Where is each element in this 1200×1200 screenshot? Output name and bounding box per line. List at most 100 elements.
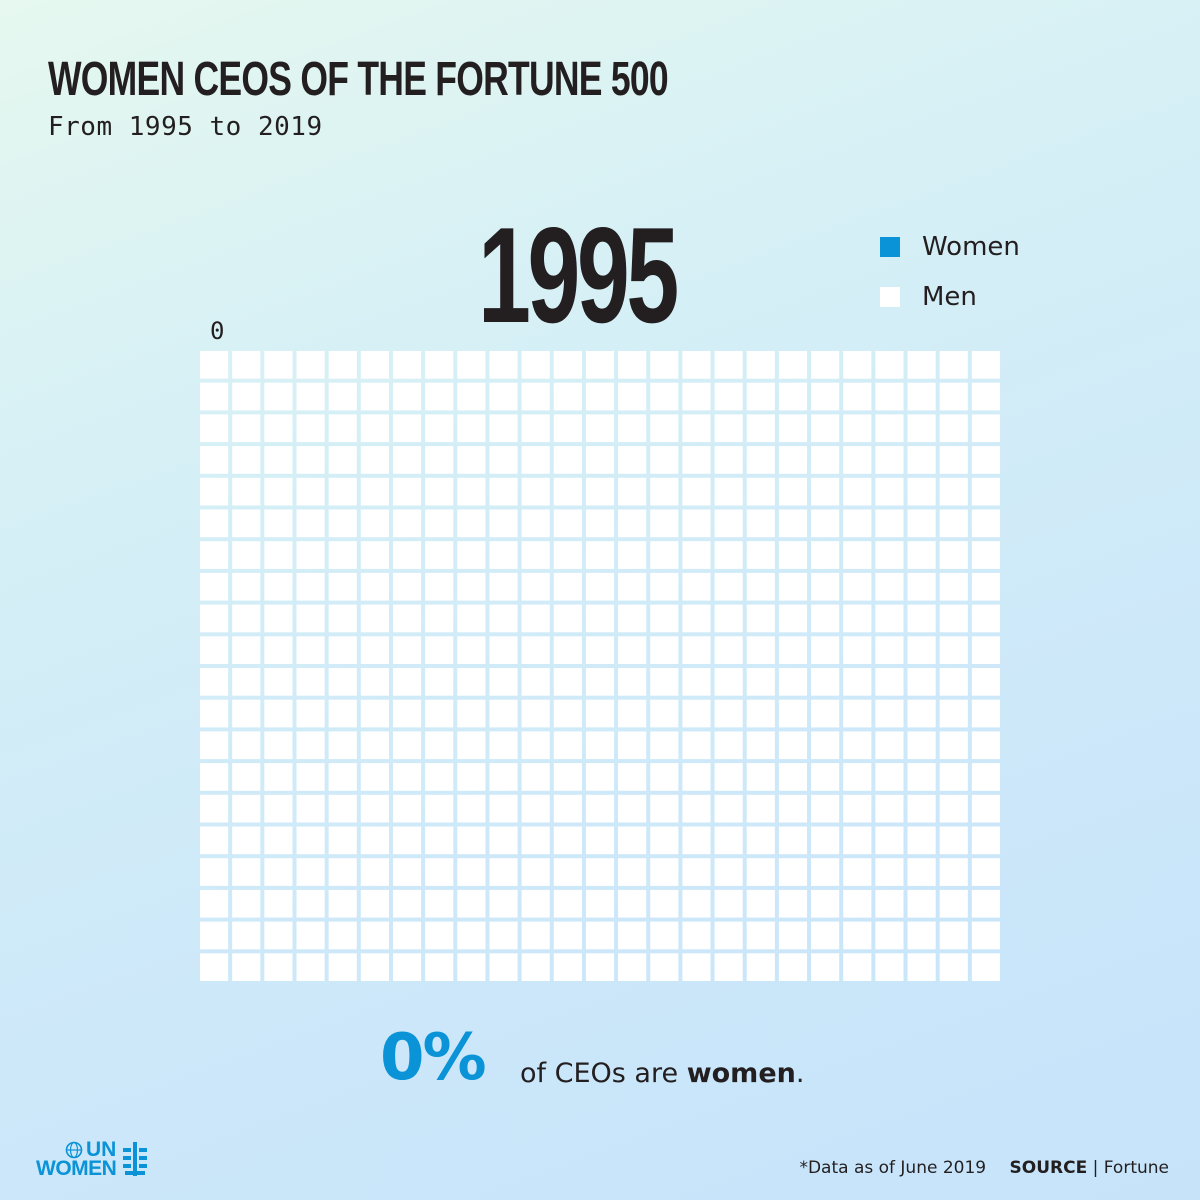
waffle-cell-men [778, 541, 808, 569]
waffle-cell-men [489, 351, 518, 379]
waffle-cell-men [296, 731, 325, 760]
waffle-cell-men [650, 572, 679, 601]
waffle-cell-men [360, 953, 389, 981]
waffle-cell-men [425, 572, 454, 601]
waffle-cell-men [328, 414, 357, 443]
waffle-cell-men [585, 953, 615, 981]
waffle-cell-men [392, 636, 422, 664]
waffle-cell-men [232, 794, 261, 823]
waffle-cell-men [811, 826, 840, 855]
waffle-cell-men [971, 921, 1000, 950]
waffle-cell-men [843, 351, 872, 379]
waffle-cell-men [328, 668, 357, 696]
waffle-cell-men [585, 572, 615, 601]
waffle-cell-men [425, 636, 454, 664]
waffle-cell-men [489, 668, 518, 696]
waffle-cell-men [200, 351, 229, 379]
waffle-cell-men [296, 477, 325, 506]
waffle-cell-men [232, 826, 261, 855]
waffle-cell-men [746, 509, 775, 538]
waffle-cell-men [553, 351, 582, 379]
waffle-cell-men [746, 668, 775, 696]
waffle-cell-men [232, 921, 261, 950]
statement: 0% of CEOs are women. [380, 1018, 980, 1098]
waffle-cell-men [328, 953, 357, 981]
waffle-cell-men [971, 889, 1000, 918]
waffle-cell-men [553, 668, 582, 696]
waffle-cell-men [489, 382, 518, 411]
waffle-cell-men [296, 414, 325, 443]
waffle-cell-men [811, 446, 840, 474]
waffle-cell-men [392, 889, 422, 918]
waffle-cell-men [328, 763, 357, 791]
waffle-cell-men [682, 889, 711, 918]
waffle-cell-men [875, 763, 904, 791]
waffle-cell-men [264, 953, 293, 981]
waffle-cell-men [650, 731, 679, 760]
waffle-cell-men [264, 509, 293, 538]
waffle-cell-men [296, 794, 325, 823]
waffle-cell-men [585, 509, 615, 538]
waffle-cell-men [939, 763, 968, 791]
waffle-cell-men [618, 446, 647, 474]
waffle-cell-men [264, 763, 293, 791]
waffle-cell-men [746, 351, 775, 379]
waffle-cell-men [489, 858, 518, 886]
waffle-cell-men [392, 572, 422, 601]
waffle-cell-men [425, 953, 454, 981]
waffle-cell-men [778, 477, 808, 506]
waffle-cell-men [875, 351, 904, 379]
waffle-cell-men [843, 636, 872, 664]
waffle-cell-men [264, 636, 293, 664]
waffle-cell-men [585, 636, 615, 664]
waffle-cell-men [328, 477, 357, 506]
waffle-cell-men [232, 351, 261, 379]
waffle-cell-men [971, 763, 1000, 791]
waffle-cell-men [682, 414, 711, 443]
waffle-cell-men [360, 572, 389, 601]
waffle-cell-men [296, 668, 325, 696]
un-women-logo: UN WOMEN [36, 1139, 150, 1179]
waffle-cell-men [553, 794, 582, 823]
waffle-cell-men [875, 509, 904, 538]
waffle-cell-men [328, 731, 357, 760]
waffle-cell-men [682, 826, 711, 855]
waffle-cell-men [328, 446, 357, 474]
waffle-cell-men [714, 414, 743, 443]
waffle-cell-men [360, 636, 389, 664]
waffle-cell-men [457, 699, 486, 728]
waffle-cell-men [618, 794, 647, 823]
waffle-cell-men [360, 794, 389, 823]
waffle-cell-men [843, 763, 872, 791]
waffle-cell-men [521, 414, 550, 443]
waffle-cell-men [907, 351, 936, 379]
waffle-cell-men [971, 826, 1000, 855]
waffle-cell-men [392, 826, 422, 855]
waffle-cell-men [875, 446, 904, 474]
waffle-cell-men [939, 446, 968, 474]
waffle-cell-men [907, 414, 936, 443]
waffle-cell-men [811, 858, 840, 886]
waffle-cell-men [521, 953, 550, 981]
waffle-cell-men [650, 699, 679, 728]
waffle-cell-men [746, 382, 775, 411]
waffle-cell-men [425, 604, 454, 633]
waffle-cell-men [200, 382, 229, 411]
waffle-cell-men [682, 604, 711, 633]
waffle-cell-men [939, 921, 968, 950]
waffle-cell-men [971, 382, 1000, 411]
year-display: 1995 [478, 199, 679, 351]
waffle-cell-men [392, 921, 422, 950]
waffle-cell-men [714, 668, 743, 696]
waffle-cell-men [939, 572, 968, 601]
waffle-cell-men [811, 921, 840, 950]
legend-item-men: Men [880, 272, 1020, 322]
waffle-cell-men [971, 636, 1000, 664]
waffle-cell-men [875, 382, 904, 411]
un-globe-icon [65, 1141, 83, 1158]
waffle-cell-men [778, 826, 808, 855]
waffle-cell-men [650, 509, 679, 538]
waffle-cell-men [746, 794, 775, 823]
waffle-cell-men [843, 604, 872, 633]
waffle-cell-men [457, 953, 486, 981]
